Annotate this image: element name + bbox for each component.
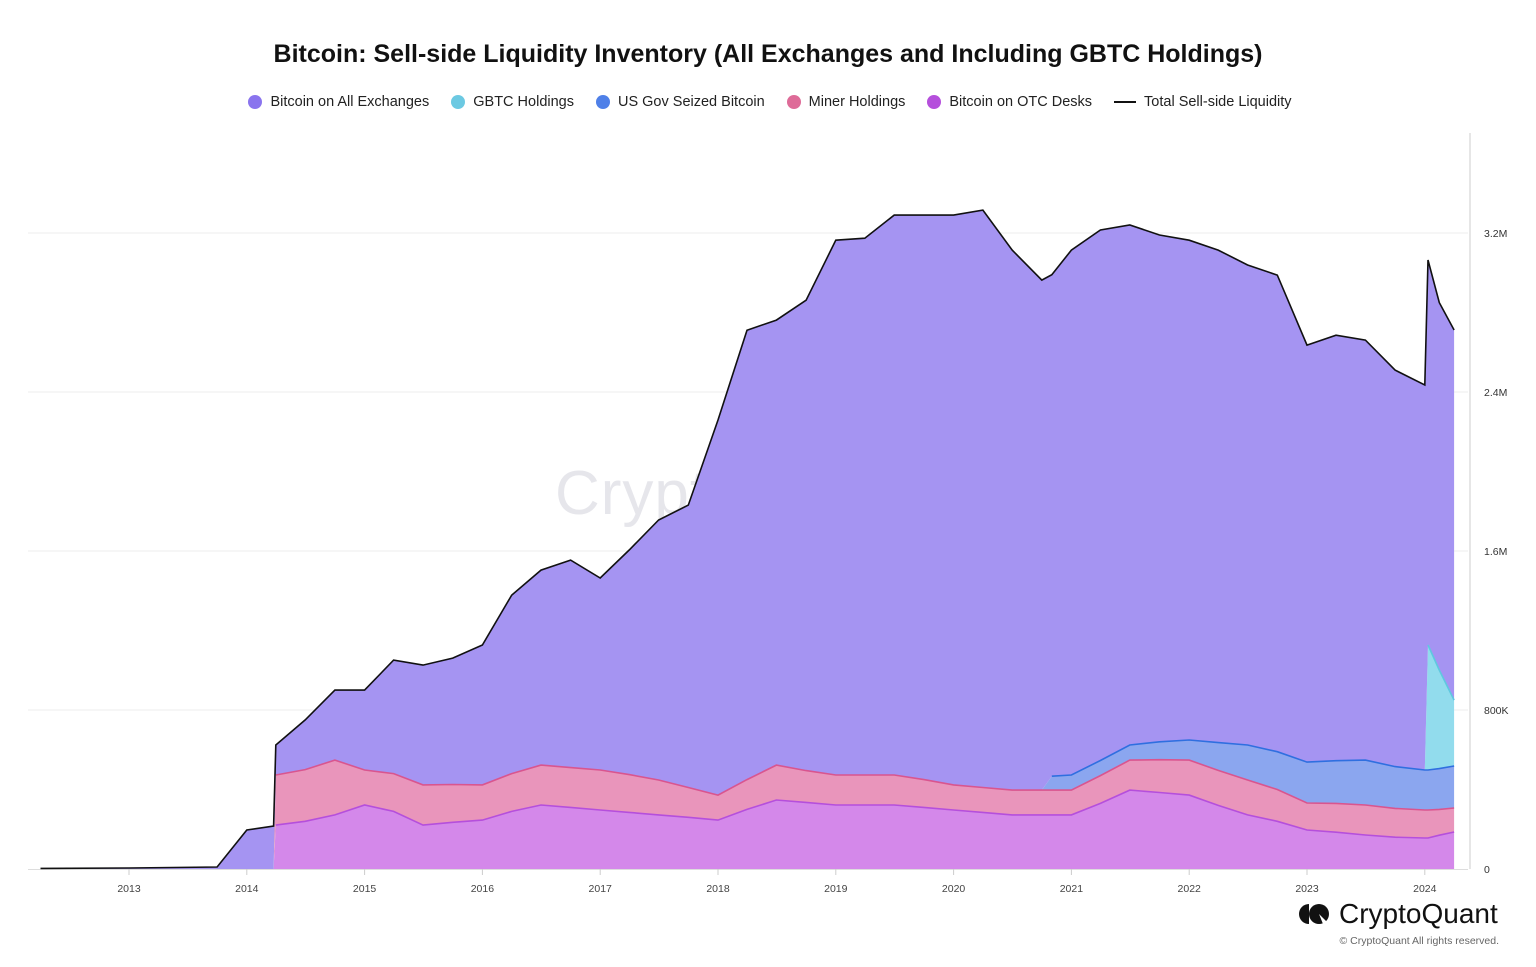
- legend-item[interactable]: Total Sell-side Liquidity: [1114, 94, 1292, 110]
- dot-swatch-icon: [248, 95, 263, 109]
- x-tick-label: 2018: [706, 883, 730, 895]
- y-tick-label: 1.6M: [1484, 546, 1507, 558]
- line-gbtc-holdings: [1427, 644, 1455, 701]
- area-bitcoin-on-otc-desks: [40, 790, 1455, 869]
- line-bitcoin-on-otc-desks: [275, 789, 1455, 839]
- area-miner-holdings: [40, 759, 1455, 869]
- x-tick-label: 2014: [235, 883, 259, 895]
- area-bitcoin-on-all-exchanges: [40, 210, 1455, 870]
- legend-item[interactable]: US Gov Seized Bitcoin: [595, 94, 765, 110]
- area-us-gov-seized-bitcoin: [40, 740, 1455, 869]
- legend-label: Total Sell-side Liquidity: [1144, 94, 1292, 110]
- x-tick-label: 2015: [353, 883, 377, 895]
- x-tick-label: 2013: [117, 883, 141, 895]
- x-tick-label: 2021: [1060, 883, 1084, 895]
- legend-label: Bitcoin on OTC Desks: [949, 94, 1093, 110]
- x-tick-label: 2017: [589, 883, 613, 895]
- y-tick-label: 3.2M: [1484, 228, 1507, 240]
- x-tick-label: 2019: [824, 883, 848, 895]
- x-tick-label: 2016: [471, 883, 495, 895]
- dot-swatch-icon: [451, 95, 466, 109]
- dot-swatch-icon: [595, 95, 610, 109]
- legend-label: US Gov Seized Bitcoin: [617, 94, 765, 110]
- x-tick-label: 2020: [942, 883, 966, 895]
- legend-item[interactable]: Bitcoin on All Exchanges: [248, 94, 429, 110]
- y-tick-label: 800K: [1484, 705, 1509, 717]
- x-tick-label: 2023: [1295, 883, 1319, 895]
- dot-swatch-icon: [927, 95, 942, 109]
- legend-label: Miner Holdings: [808, 94, 906, 110]
- dot-swatch-icon: [786, 95, 801, 109]
- legend-item[interactable]: Miner Holdings: [786, 94, 906, 110]
- y-tick-label: 0: [1484, 864, 1490, 876]
- cryptoquant-logo-icon: [1299, 904, 1329, 924]
- copyright: © CryptoQuant All rights reserved.: [1339, 935, 1499, 947]
- line-miner-holdings: [275, 758, 1455, 811]
- y-tick-label: 2.4M: [1484, 387, 1507, 399]
- legend-label: Bitcoin on All Exchanges: [270, 94, 430, 110]
- brand-logo: CryptoQuant: [1297, 898, 1498, 930]
- legend-label: GBTC Holdings: [473, 94, 574, 110]
- line-us-gov-seized-bitcoin: [1051, 739, 1455, 777]
- x-tick-label: 2024: [1413, 883, 1437, 895]
- legend-item[interactable]: GBTC Holdings: [451, 94, 574, 110]
- line-total-sell-side-liquidity: [40, 209, 1455, 870]
- brand-name: CryptoQuant: [1339, 898, 1498, 929]
- chart-title: Bitcoin: Sell-side Liquidity Inventory (…: [273, 40, 1263, 68]
- x-tick-label: 2022: [1178, 883, 1202, 895]
- legend: Bitcoin on All Exchanges GBTC Holdings US …: [0, 94, 1536, 110]
- legend-item[interactable]: Bitcoin on OTC Desks: [927, 94, 1092, 110]
- line-swatch-icon: [1114, 101, 1137, 103]
